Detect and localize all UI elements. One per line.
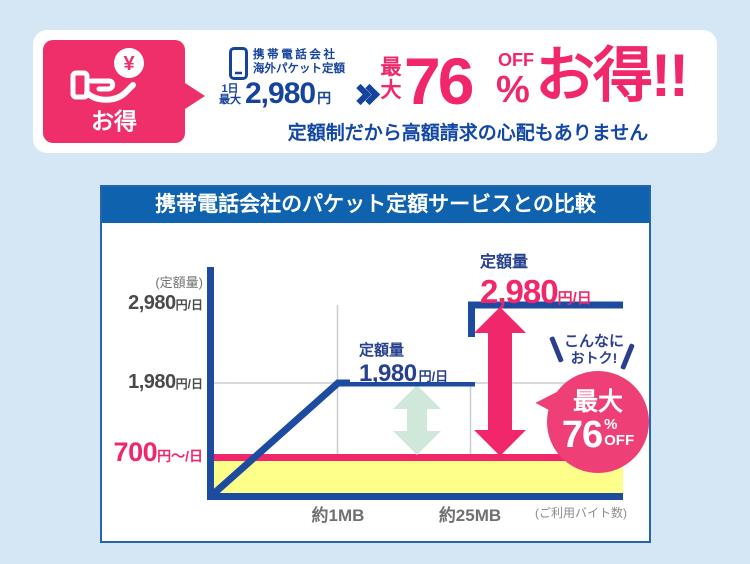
savings-arrow-small-icon [393,385,441,455]
hand-finger-shape [88,78,116,92]
discount-value: 76 [561,414,603,457]
y-axis-title: (定額量) [155,275,203,290]
y-tick-700-unit: 円〜/日 [157,448,203,464]
callout-line1: こんなに [564,333,625,350]
upper-step-unit: 円/日 [557,290,592,307]
callout-text: こんなに おトク! [564,333,624,366]
offer-percent-unit: OFF % [496,50,534,111]
x-tick-25mb: 約25MB [438,506,502,525]
y-tick-1980-value: 1,980 [128,371,176,393]
carrier-line2: 海外パケット定額 [253,62,345,75]
double-chevron-icon [349,83,381,106]
upper-step-value: 2,980 [480,273,559,310]
hero-card: ¥ お得 携帯電話会社 海外パケット定額 1日 最大 2,980 円 最 大 7… [33,30,717,153]
discount-percent-sign: % [604,416,618,434]
y-tick-700-value: 700 [113,437,158,467]
y-tick-2980-value: 2,980 [128,292,176,314]
coin-icon [114,48,144,78]
y-tick-700: 700 円〜/日 [102,437,203,468]
discount-prefix: 最大 [572,388,623,417]
carrier-price: 2,980 円 [245,77,331,111]
offer-max-top: 最 [380,56,402,79]
upper-step-label: 定額量 2,980 円/日 [480,248,592,311]
savings-arrow-large-icon [474,307,526,456]
lower-step-label: 定額量 1,980 円/日 [350,337,476,387]
price-cap-line2: 最大 [219,94,241,106]
offer-percent-value: 76 [404,44,474,118]
lower-step-value: 1,980 [359,360,417,387]
offer-percent-sign: % [496,69,530,111]
carrier-price-value: 2,980 [245,77,316,110]
plan-carrier-name: 携帯電話会社 海外パケット定額 [253,49,345,76]
chart-canvas [207,267,623,500]
price-cap-line1: 1日 [221,83,239,95]
phone-icon [229,47,248,80]
hero-subtitle: 定額制だから高額請求の心配もありません [287,123,649,144]
callout-line2: おトク! [570,350,618,367]
y-tick-1980-unit: 円/日 [175,377,203,391]
x-tick-1mb: 約1MB [311,506,365,525]
deal-badge: ¥ お得 [43,40,185,143]
price-cap-label: 1日 最大 [219,84,241,106]
carrier-step-line [208,301,623,500]
flat-rate-band [214,461,623,493]
lower-step-unit: 円/日 [418,369,449,384]
lower-step-title: 定額量 [359,342,405,359]
offer-suffix: お得!! [535,42,689,109]
offer-off-label: OFF [498,50,534,70]
hand-palm-shape [84,82,136,103]
deal-badge-label: お得 [91,108,137,134]
discount-badge: 最大 76 % OFF [547,371,649,473]
carrier-line1: 携帯電話会社 [253,49,338,61]
flat-rate-line [214,454,623,461]
y-tick-2980-unit: 円/日 [175,298,203,312]
upper-step-title: 定額量 [480,254,529,271]
y-tick-2980: 2,980 円/日 [102,292,203,315]
coin-yen-symbol: ¥ [123,53,135,75]
carrier-price-unit: 円 [317,90,332,106]
x-axis-note: (ご利用バイト数) [535,506,627,520]
chart-title: 携帯電話会社のパケット定額サービスとの比較 [102,187,649,223]
deal-badge-pointer [185,83,205,109]
offer-max-bottom: 大 [380,79,402,102]
y-tick-1980: 1,980 円/日 [102,371,203,394]
discount-off-label: OFF [604,432,635,450]
comparison-chart-card: 携帯電話会社のパケット定額サービスとの比較 (定額量) 2,980 円/日 1,… [100,185,651,543]
offer-max-label: 最 大 [380,56,402,102]
hand-sleeve-shape [70,70,90,100]
hand-coin-icon: ¥ [70,48,144,103]
